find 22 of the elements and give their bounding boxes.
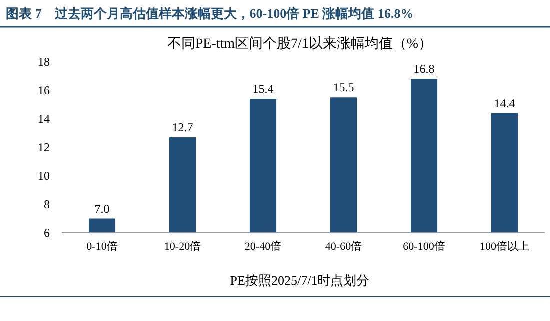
y-tick-label: 18 xyxy=(38,55,50,69)
data-label: 15.4 xyxy=(252,82,274,96)
x-axis-title: PE按照2025/7/1时点划分 xyxy=(230,273,370,288)
x-tick-label: 0-10倍 xyxy=(86,240,118,253)
chart-title: 图表 7 过去两个月高估值样本涨幅更大，60-100倍 PE 涨幅均值 16.8% xyxy=(6,6,414,21)
y-tick-label: 14 xyxy=(38,112,50,126)
data-label: 12.7 xyxy=(172,120,194,135)
data-label: 16.8 xyxy=(414,62,435,76)
x-tick-label: 10-20倍 xyxy=(164,240,202,253)
y-tick-label: 12 xyxy=(38,140,50,154)
y-tick-label: 10 xyxy=(38,169,50,183)
y-tick-label: 16 xyxy=(38,84,50,98)
x-tick-label: 20-40倍 xyxy=(244,240,282,253)
x-tick-label: 60-100倍 xyxy=(403,240,446,253)
chart-subtitle: 不同PE-ttm区间个股7/1以来涨幅均值（%） xyxy=(167,36,433,52)
x-tick-label: 100倍以上 xyxy=(480,240,530,253)
y-tick-label: 8 xyxy=(44,198,50,212)
data-label: 15.5 xyxy=(333,80,354,95)
x-tick-label: 40-60倍 xyxy=(325,240,362,253)
data-label: 14.4 xyxy=(494,96,516,110)
y-tick-label: 6 xyxy=(44,226,50,240)
data-label: 7.0 xyxy=(94,202,110,216)
